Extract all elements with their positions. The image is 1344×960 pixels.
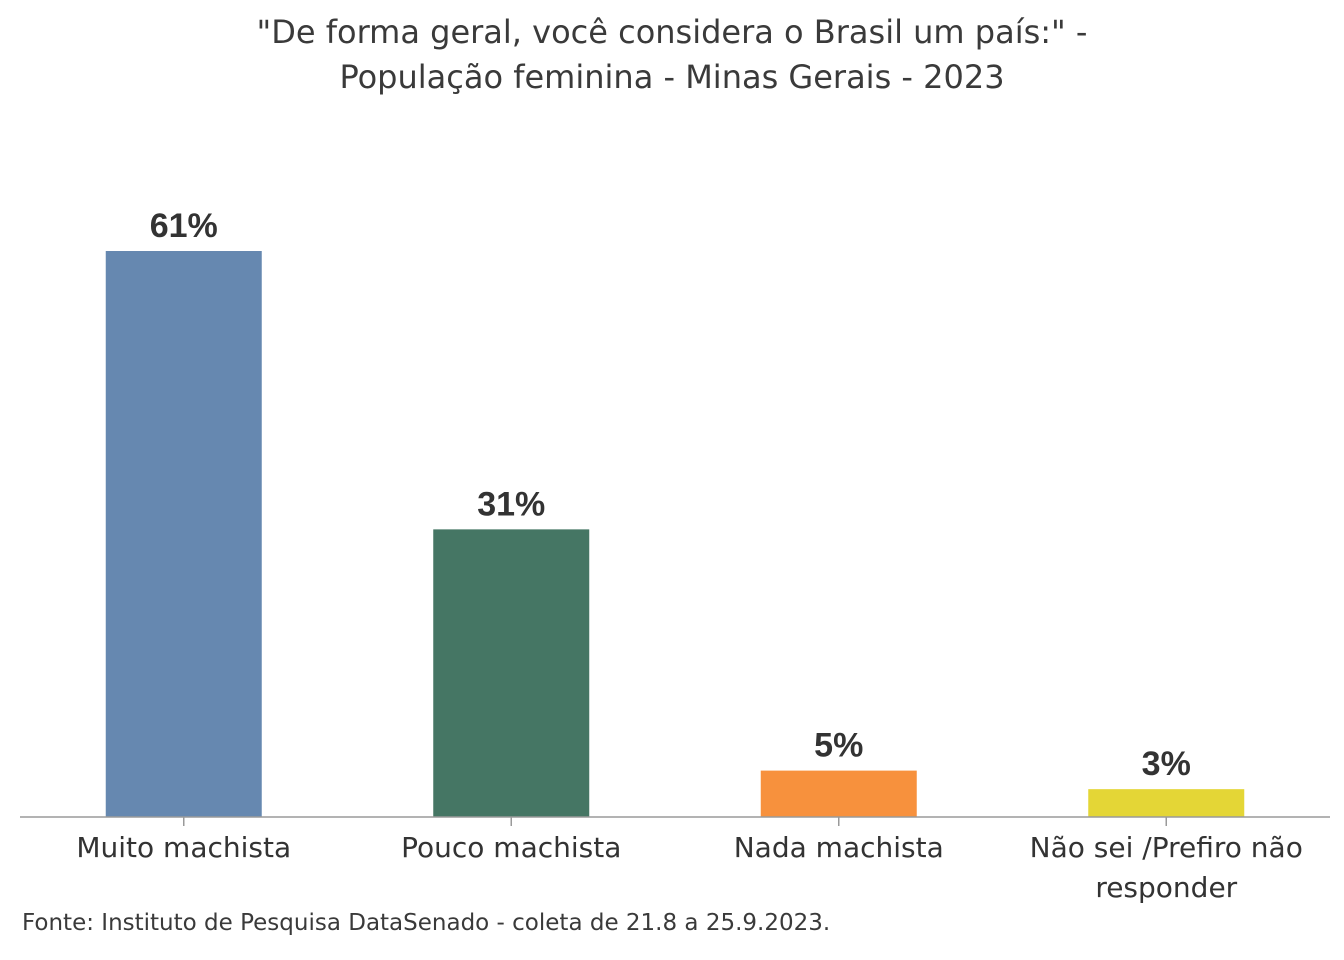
bar-0 xyxy=(105,251,262,817)
bar-value-label-1: 31% xyxy=(477,485,545,523)
chart-title-line-1: "De forma geral, você considera o Brasil… xyxy=(256,13,1088,51)
chart-title-line-2: População feminina - Minas Gerais - 2023 xyxy=(339,58,1005,96)
bar-3 xyxy=(1088,789,1245,817)
source-note: Fonte: Instituto de Pesquisa DataSenado … xyxy=(22,910,831,936)
bar-1 xyxy=(433,529,590,817)
x-tick-label-0: Muito machista xyxy=(76,831,291,864)
x-tick-label-3: Não sei /Prefiro não xyxy=(1030,831,1303,864)
x-tick-label-2: Nada machista xyxy=(734,831,944,864)
bar-2 xyxy=(760,770,917,817)
x-tick-label-3-line-1: responder xyxy=(1095,871,1237,904)
bar-value-label-2: 5% xyxy=(814,727,863,765)
x-tick-label-1: Pouco machista xyxy=(401,831,621,864)
bar-value-label-3: 3% xyxy=(1142,745,1191,783)
bar-value-label-0: 61% xyxy=(150,207,218,245)
